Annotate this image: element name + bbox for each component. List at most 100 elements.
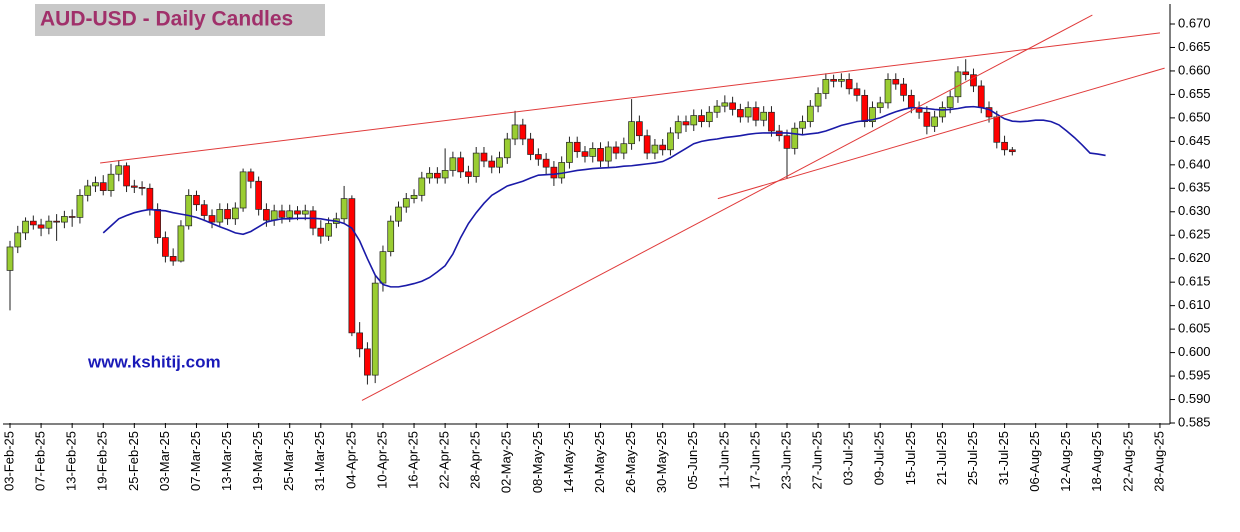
candle-body bbox=[200, 204, 208, 216]
candle-body bbox=[496, 157, 503, 168]
candle-body bbox=[799, 121, 806, 129]
candle-body bbox=[853, 88, 861, 96]
x-tick-label: 13-Feb-25 bbox=[64, 431, 79, 491]
candle-body bbox=[845, 79, 853, 90]
x-tick-label: 05-Jun-25 bbox=[685, 431, 700, 490]
candle-body bbox=[410, 194, 418, 199]
candle-body bbox=[68, 216, 76, 218]
candle-body bbox=[581, 151, 589, 157]
candle-body bbox=[457, 157, 465, 173]
candle-body bbox=[434, 172, 441, 179]
candle-body bbox=[604, 146, 612, 162]
candle-body bbox=[628, 121, 635, 145]
y-tick-label: 0.640 bbox=[1178, 156, 1211, 171]
candle-body bbox=[449, 157, 457, 171]
candle-body bbox=[814, 93, 822, 107]
candle-body bbox=[923, 111, 931, 127]
y-tick-label: 0.660 bbox=[1178, 62, 1211, 77]
candle-body bbox=[931, 116, 938, 127]
candle-body bbox=[752, 107, 760, 121]
x-tick-label: 03-Jul-25 bbox=[841, 431, 856, 485]
candle-body bbox=[395, 206, 402, 222]
candle-body bbox=[667, 132, 674, 151]
x-tick-label: 04-Apr-25 bbox=[343, 431, 358, 489]
candle-body bbox=[53, 220, 60, 223]
y-tick-label: 0.620 bbox=[1178, 250, 1211, 265]
candle-body bbox=[985, 107, 993, 118]
x-tick-label: 31-Mar-25 bbox=[312, 431, 327, 491]
x-tick-label: 20-May-25 bbox=[592, 431, 607, 493]
x-tick-label: 23-Jun-25 bbox=[778, 431, 793, 490]
candle-body bbox=[278, 210, 286, 218]
candle-body bbox=[954, 71, 962, 98]
candle-body bbox=[861, 95, 869, 122]
y-tick-label: 0.605 bbox=[1178, 321, 1211, 336]
candle-body bbox=[480, 152, 488, 162]
candle-body bbox=[123, 165, 130, 187]
candle-body bbox=[962, 71, 970, 76]
y-tick-label: 0.650 bbox=[1178, 109, 1211, 124]
candle-body bbox=[441, 170, 449, 179]
y-tick-label: 0.635 bbox=[1178, 180, 1211, 195]
candle-body bbox=[231, 207, 239, 220]
x-tick-label: 28-Apr-25 bbox=[468, 431, 483, 489]
x-tick-label: 26-May-25 bbox=[623, 431, 638, 493]
candle-body bbox=[317, 227, 325, 237]
x-tick-label: 03-Feb-25 bbox=[1, 431, 16, 491]
candle-body bbox=[892, 79, 900, 85]
candle-body bbox=[977, 85, 985, 108]
candle-body bbox=[162, 237, 169, 257]
x-tick-label: 22-Apr-25 bbox=[437, 431, 452, 489]
candle-body bbox=[364, 348, 371, 376]
candle-body bbox=[612, 146, 620, 154]
candle-body bbox=[806, 105, 814, 122]
candle-body bbox=[900, 83, 907, 96]
candle-body bbox=[340, 198, 348, 220]
candle-body bbox=[263, 209, 270, 221]
candle-body bbox=[193, 194, 200, 206]
candle-body bbox=[224, 209, 231, 220]
watermark: www.kshitij.com bbox=[87, 352, 221, 371]
candle-body bbox=[651, 144, 659, 154]
candle-body bbox=[402, 198, 410, 208]
candle-body bbox=[698, 115, 705, 122]
candle-body bbox=[535, 154, 542, 160]
x-tick-label: 13-Mar-25 bbox=[219, 431, 234, 491]
candle-body bbox=[573, 141, 581, 153]
candle-body bbox=[822, 79, 830, 94]
candle-body bbox=[1001, 141, 1008, 151]
trendline bbox=[361, 14, 1093, 401]
candle-body bbox=[946, 96, 954, 108]
candle-body bbox=[294, 210, 301, 215]
candle-body bbox=[1008, 149, 1016, 153]
candle-body bbox=[876, 102, 884, 108]
candle-body bbox=[636, 121, 643, 137]
candle-body bbox=[503, 138, 511, 159]
candle-body bbox=[138, 187, 146, 189]
candle-body bbox=[659, 144, 667, 151]
candle-body bbox=[309, 210, 317, 229]
x-tick-label: 25-Mar-25 bbox=[281, 431, 296, 491]
candle-body bbox=[6, 246, 14, 271]
candle-body bbox=[542, 158, 550, 168]
candle-body bbox=[61, 216, 68, 223]
x-tick-label: 28-Aug-25 bbox=[1151, 431, 1166, 492]
y-tick-label: 0.625 bbox=[1178, 227, 1211, 242]
x-tick-label: 06-Aug-25 bbox=[1027, 431, 1042, 492]
candle-body bbox=[325, 223, 332, 237]
candle-body bbox=[939, 107, 946, 118]
candle-body bbox=[519, 124, 527, 140]
trendline bbox=[717, 67, 1165, 200]
candle-body bbox=[37, 224, 45, 229]
candle-body bbox=[682, 121, 690, 126]
y-tick-label: 0.615 bbox=[1178, 274, 1211, 289]
candle-body bbox=[791, 127, 799, 149]
chart-title: AUD-USD - Daily Candles bbox=[40, 8, 293, 31]
candle-body bbox=[45, 220, 53, 229]
y-tick-label: 0.655 bbox=[1178, 86, 1211, 101]
candle-body bbox=[511, 124, 519, 140]
trendline bbox=[100, 32, 1161, 164]
y-tick-label: 0.670 bbox=[1178, 15, 1211, 30]
x-tick-label: 21-Jul-25 bbox=[934, 431, 949, 485]
